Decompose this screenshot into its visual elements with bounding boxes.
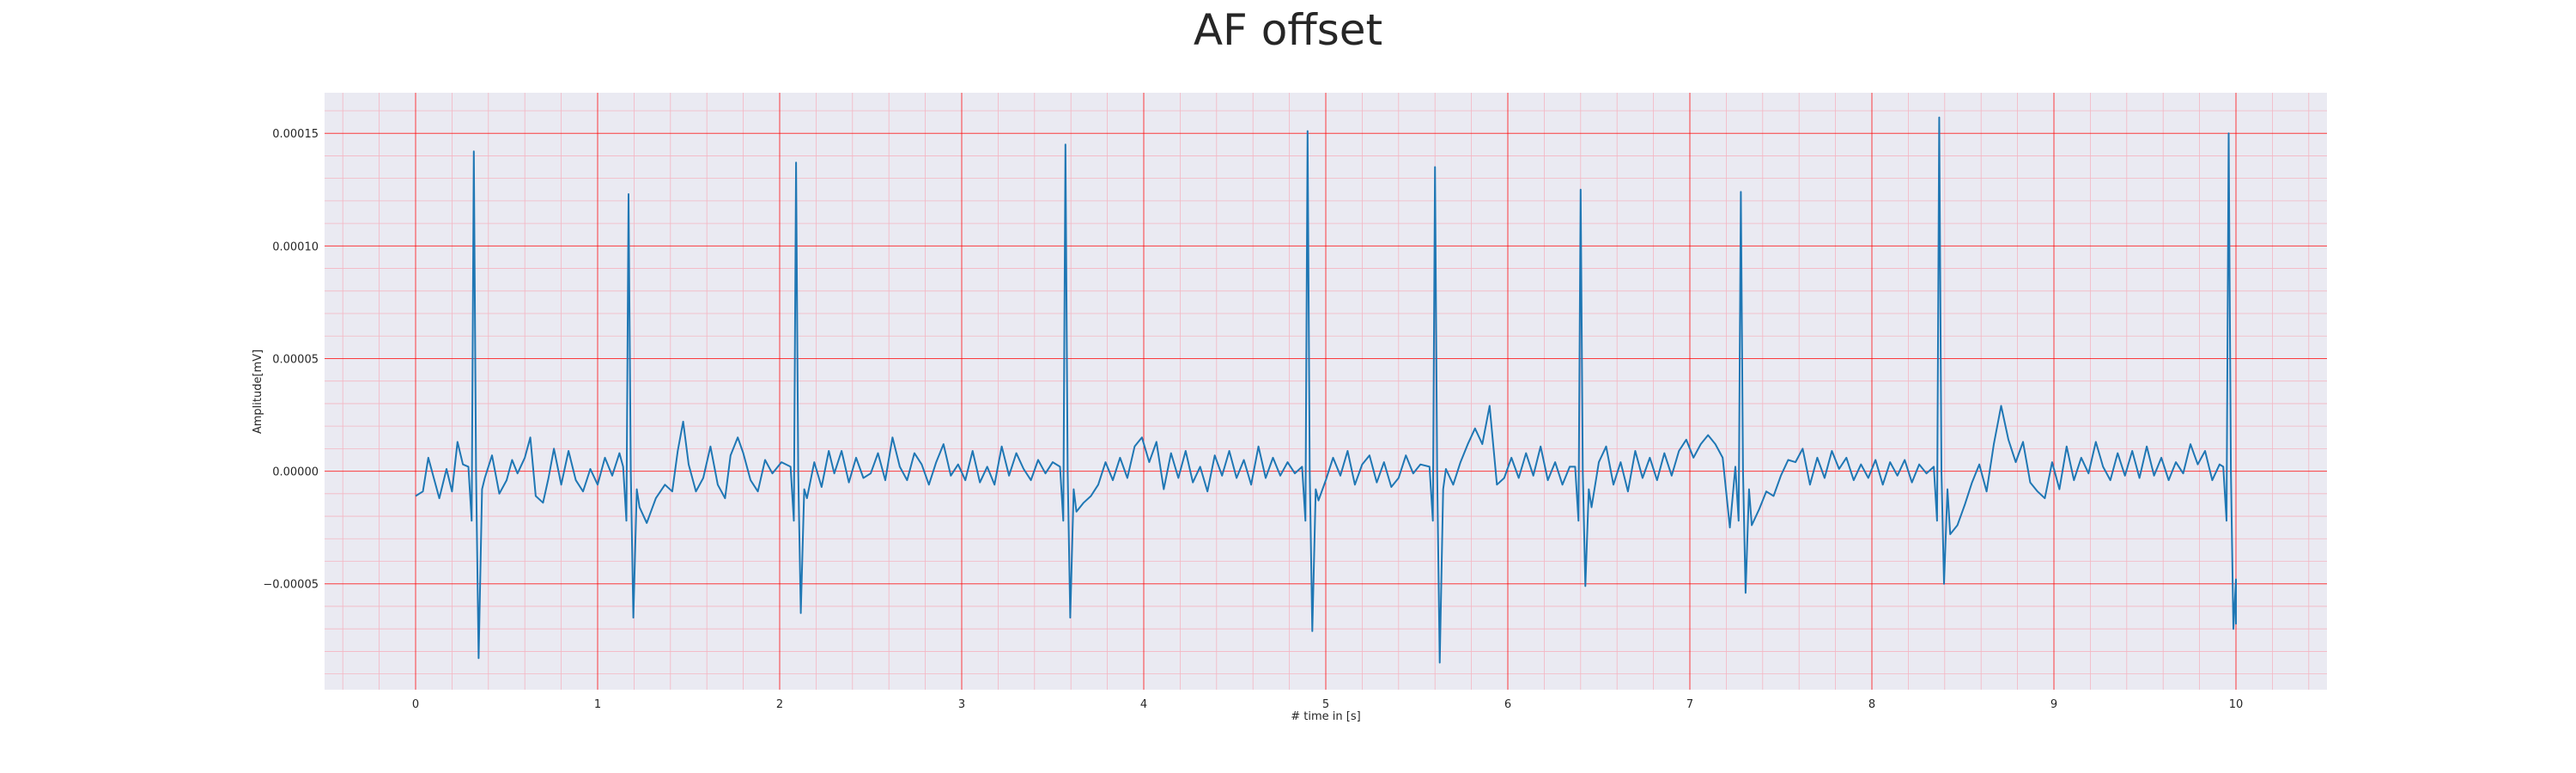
chart-title: AF offset: [1193, 5, 1383, 55]
x-tick-label: 5: [1322, 698, 1329, 711]
y-tick-labels: −0.00005 0.00000 0.00005 0.00010 0.00015: [263, 128, 319, 592]
x-tick-label: 10: [2229, 698, 2244, 711]
ecg-signal-line: [415, 116, 2237, 664]
x-tick-label: 1: [594, 698, 601, 711]
x-tick-label: 0: [412, 698, 419, 711]
y-tick-label: 0.00010: [272, 240, 319, 253]
x-tick-label: 4: [1140, 698, 1147, 711]
y-tick-label: 0.00005: [272, 353, 319, 366]
major-grid: [325, 93, 2327, 690]
x-tick-label: 3: [958, 698, 965, 711]
y-tick-label: −0.00005: [263, 579, 319, 592]
x-axis-label: # time in [s]: [1291, 710, 1360, 723]
y-tick-label: 0.00015: [272, 128, 319, 141]
x-tick-label: 6: [1504, 698, 1511, 711]
x-tick-label: 9: [2050, 698, 2057, 711]
x-tick-labels: 0 1 2 3 4 5 6 7 8 9 10: [412, 698, 2243, 711]
x-tick-label: 7: [1686, 698, 1693, 711]
x-tick-label: 2: [776, 698, 783, 711]
y-axis-label: Amplitude[mV]: [252, 350, 264, 434]
y-tick-label: 0.00000: [272, 466, 319, 479]
signal-layer: [415, 116, 2237, 664]
x-tick-label: 8: [1868, 698, 1875, 711]
